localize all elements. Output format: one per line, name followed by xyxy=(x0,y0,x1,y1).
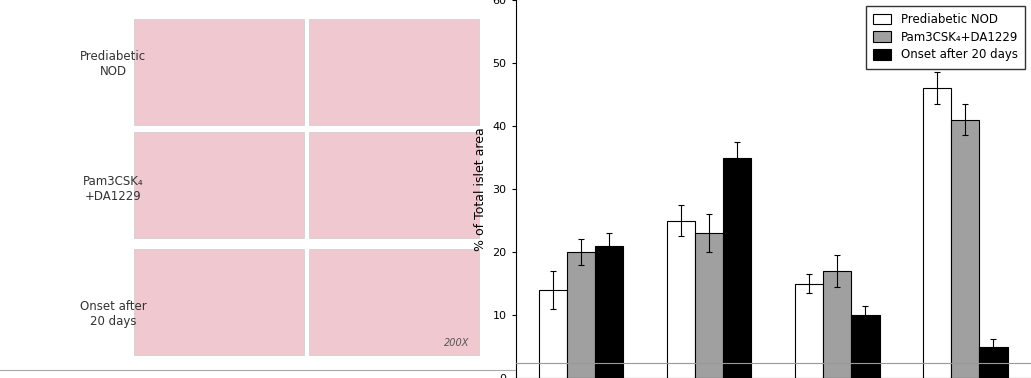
FancyBboxPatch shape xyxy=(134,19,304,125)
Bar xyxy=(952,120,979,378)
FancyBboxPatch shape xyxy=(309,132,479,238)
Text: 200X: 200X xyxy=(443,338,469,348)
Bar xyxy=(695,233,724,378)
Legend: Prediabetic NOD, Pam3CSK₄+DA1229, Onset after 20 days: Prediabetic NOD, Pam3CSK₄+DA1229, Onset … xyxy=(866,6,1025,68)
Text: Pam3CSK₄
+DA1229: Pam3CSK₄ +DA1229 xyxy=(84,175,143,203)
Bar xyxy=(979,347,1007,378)
Bar xyxy=(724,158,752,378)
FancyBboxPatch shape xyxy=(309,19,479,125)
Y-axis label: % of Total islet area: % of Total islet area xyxy=(474,127,487,251)
Bar xyxy=(539,290,567,378)
Bar xyxy=(823,271,852,378)
FancyBboxPatch shape xyxy=(134,249,304,355)
FancyBboxPatch shape xyxy=(134,132,304,238)
Bar xyxy=(567,252,595,378)
Text: Onset after
20 days: Onset after 20 days xyxy=(80,300,146,328)
FancyBboxPatch shape xyxy=(309,249,479,355)
Bar xyxy=(852,315,879,378)
Bar xyxy=(795,284,823,378)
Bar xyxy=(923,88,952,378)
Bar xyxy=(667,220,695,378)
Bar xyxy=(595,246,624,378)
Text: Prediabetic
NOD: Prediabetic NOD xyxy=(80,50,146,78)
